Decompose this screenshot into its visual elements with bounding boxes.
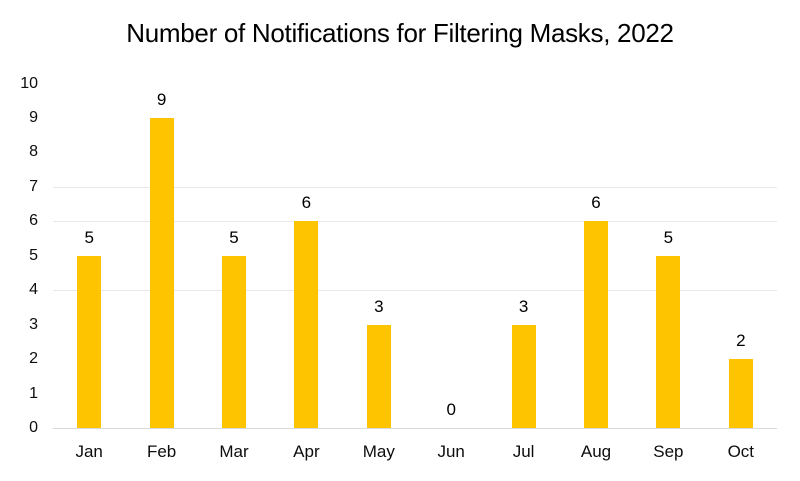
x-axis-tick-label: Aug — [580, 442, 612, 461]
x-axis-tick-label: Feb — [146, 442, 177, 461]
bar — [294, 221, 319, 428]
bar-value-label: 3 — [374, 296, 384, 316]
bar — [656, 255, 681, 428]
bar-value-label: 3 — [518, 296, 529, 316]
x-axis-tick-label: Jan — [75, 442, 103, 461]
x-axis-tick-label: Sep — [653, 442, 684, 461]
bar-value-label: 5 — [229, 227, 239, 247]
x-axis-tick-label: Jun — [437, 442, 465, 461]
bar — [511, 324, 536, 428]
bar-value-label: 6 — [591, 193, 601, 213]
y-axis-tick-label: 2 — [29, 350, 38, 368]
y-axis-tick-label: 7 — [29, 177, 38, 195]
bar-value-label: 9 — [156, 89, 167, 109]
bar-value-label: 0 — [446, 400, 456, 419]
x-axis-tick-label: Jul — [512, 442, 535, 461]
x-axis-tick-label: Apr — [293, 442, 320, 461]
y-axis-tick-label: 4 — [29, 281, 38, 299]
x-axis-tick-label: May — [362, 442, 395, 461]
bar — [222, 255, 246, 428]
x-axis-line — [53, 428, 777, 429]
gridline — [53, 221, 777, 223]
x-axis-tick-label: Mar — [219, 442, 249, 461]
bar-value-label: 2 — [736, 331, 746, 351]
gridline — [53, 186, 777, 188]
bar — [728, 359, 753, 428]
bar — [584, 221, 608, 428]
bar — [77, 255, 102, 428]
bar — [366, 324, 391, 428]
bar-value-label: 5 — [663, 227, 674, 247]
y-axis-tick-label: 6 — [29, 212, 38, 230]
y-axis-tick-label: 3 — [29, 315, 38, 333]
y-axis-tick-label: 9 — [29, 108, 38, 126]
bar-value-label: 5 — [84, 227, 94, 247]
y-axis-tick-label: 8 — [29, 143, 38, 161]
x-axis-tick-label: Oct — [727, 442, 755, 461]
y-axis-tick-label: 5 — [29, 246, 38, 264]
gridline — [53, 290, 777, 292]
y-axis-tick-label: 0 — [29, 419, 38, 436]
y-axis-tick-label: 1 — [29, 384, 38, 402]
y-axis-tick-label: 10 — [20, 74, 38, 92]
bar — [149, 117, 174, 428]
chart-title: Number of Notifications for Filtering Ma… — [126, 18, 674, 48]
bar-value-label: 6 — [301, 193, 312, 213]
